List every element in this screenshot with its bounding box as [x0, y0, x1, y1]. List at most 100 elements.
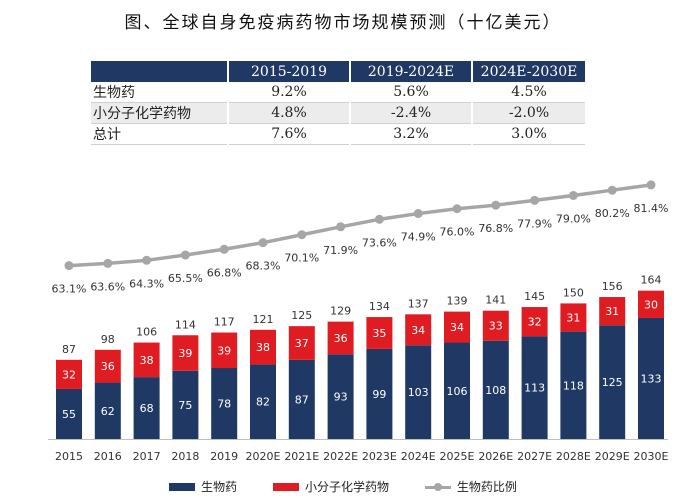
data-label-small-molecule: 37: [295, 337, 309, 350]
data-label-bio: 133: [641, 372, 662, 385]
data-label-bio: 113: [524, 382, 545, 395]
data-label-bio: 106: [447, 385, 468, 398]
x-tick-label: 2028E: [556, 450, 591, 463]
legend-label: 生物药: [201, 480, 238, 494]
data-label-total: 164: [641, 274, 662, 287]
data-label-total: 98: [101, 333, 115, 346]
data-label-total: 125: [291, 309, 312, 322]
data-label-bio: 87: [295, 393, 309, 406]
data-label-small-molecule: 32: [62, 368, 76, 381]
data-label-bio: 82: [256, 396, 270, 409]
cagr-cell: 3.2%: [350, 123, 473, 145]
data-label-bio: 125: [602, 376, 623, 389]
ratio-point-2023E: [374, 214, 384, 224]
bar-small-molecule-2025E: [444, 311, 470, 343]
cagr-header-blank: [91, 61, 229, 82]
bar-bio-2022E: [327, 354, 354, 439]
bar-small-molecule-2026E: [482, 310, 509, 341]
legend-item-small-molecule: 小分子化学药物: [272, 478, 389, 495]
ratio-line: [68, 183, 652, 268]
data-label-total: 141: [485, 294, 506, 307]
x-tick-label: 2015: [55, 450, 83, 463]
cagr-cell: 9.2%: [228, 82, 351, 103]
bar-small-molecule-2030E: [638, 290, 664, 318]
ratio-label: 79.0%: [556, 212, 591, 225]
ratio-label: 80.2%: [595, 207, 630, 220]
x-tick-label: 2026E: [478, 450, 513, 463]
cagr-cell: 4.5%: [472, 82, 587, 103]
data-label-small-molecule: 31: [566, 312, 580, 325]
x-tick-label: 2023E: [362, 450, 397, 463]
data-label-total: 129: [330, 305, 351, 318]
ratio-label: 70.1%: [284, 252, 319, 265]
cagr-cell: 3.0%: [472, 123, 587, 145]
data-label-small-molecule: 35: [372, 327, 386, 340]
data-label-small-molecule: 34: [411, 324, 425, 337]
ratio-point-2017: [142, 255, 152, 265]
legend-swatch-ratio: [424, 482, 451, 491]
ratio-label: 64.3%: [129, 277, 164, 290]
bar-bio-2030E: [638, 317, 664, 439]
chart-legend: 生物药 小分子化学药物 生物药比例: [0, 478, 686, 495]
bar-small-molecule-2018: [172, 335, 199, 371]
legend-swatch-small-molecule: [272, 482, 299, 491]
data-label-total: 139: [447, 295, 468, 308]
ratio-label: 77.9%: [517, 217, 552, 230]
cagr-cell: -2.4%: [350, 102, 473, 124]
bar-small-molecule-2022E: [327, 321, 354, 355]
x-tick-label: 2024E: [401, 450, 436, 463]
data-label-total: 121: [253, 313, 274, 326]
cagr-row-bio: 生物药 9.2% 5.6% 4.5%: [91, 82, 587, 103]
bar-bio-2027E: [521, 336, 548, 439]
bar-bio-2025E: [444, 342, 470, 439]
data-label-total: 137: [408, 297, 429, 310]
data-label-bio: 118: [563, 379, 584, 392]
ratio-label: 73.6%: [362, 236, 397, 249]
ratio-point-2015: [64, 261, 74, 271]
legend-label: 小分子化学药物: [304, 480, 389, 494]
ratio-point-2020E: [258, 238, 268, 248]
ratio-label: 68.3%: [246, 260, 281, 273]
legend-item-bio: 生物药: [169, 478, 237, 495]
bar-small-molecule-2023E: [366, 317, 393, 349]
data-label-small-molecule: 33: [489, 320, 503, 333]
ratio-point-2024E: [413, 209, 423, 219]
x-tick-label: 2022E: [323, 450, 358, 463]
x-tick-label: 2016: [94, 450, 122, 463]
data-label-small-molecule: 30: [644, 298, 658, 311]
data-label-total: 87: [62, 343, 76, 356]
ratio-label: 66.8%: [207, 266, 242, 279]
data-label-small-molecule: 31: [605, 305, 619, 318]
bar-small-molecule-2019: [211, 332, 238, 369]
bar-bio-2028E: [560, 331, 587, 439]
bar-bio-2017: [133, 377, 160, 439]
bar-small-molecule-2024E: [405, 314, 432, 346]
x-tick-label: 2027E: [517, 450, 552, 463]
legend-swatch-bio: [169, 482, 196, 491]
bar-bio-2029E: [599, 325, 626, 439]
ratio-point-2022E: [336, 222, 346, 232]
cagr-cell: 7.6%: [228, 123, 351, 145]
ratio-label: 76.8%: [478, 222, 513, 235]
data-label-bio: 68: [140, 402, 154, 415]
ratio-label: 63.6%: [90, 280, 125, 293]
ratio-label: 65.5%: [168, 272, 203, 285]
ratio-label: 81.4%: [634, 202, 669, 215]
cagr-header-2024e-2030e: 2024E-2030E: [472, 61, 587, 82]
bar-small-molecule-2021E: [288, 326, 315, 360]
ratio-point-2028E: [568, 190, 578, 200]
ratio-point-2030E: [646, 180, 656, 190]
data-label-total: 150: [563, 286, 584, 299]
data-label-bio: 78: [217, 398, 231, 411]
ratio-label: 74.9%: [401, 231, 436, 244]
cagr-header-2015-2019: 2015-2019: [228, 61, 351, 82]
data-label-total: 156: [602, 280, 623, 293]
cagr-table: 2015-2019 2019-2024E 2024E-2030E 生物药 9.2…: [91, 61, 587, 145]
cagr-row-label: 小分子化学药物: [91, 102, 229, 124]
bar-bio-2019: [211, 368, 238, 439]
x-tick-label: 2030E: [634, 450, 669, 463]
ratio-point-2029E: [607, 185, 617, 195]
legend-label: 生物药比例: [456, 480, 517, 494]
bar-bio-2023E: [366, 348, 393, 439]
